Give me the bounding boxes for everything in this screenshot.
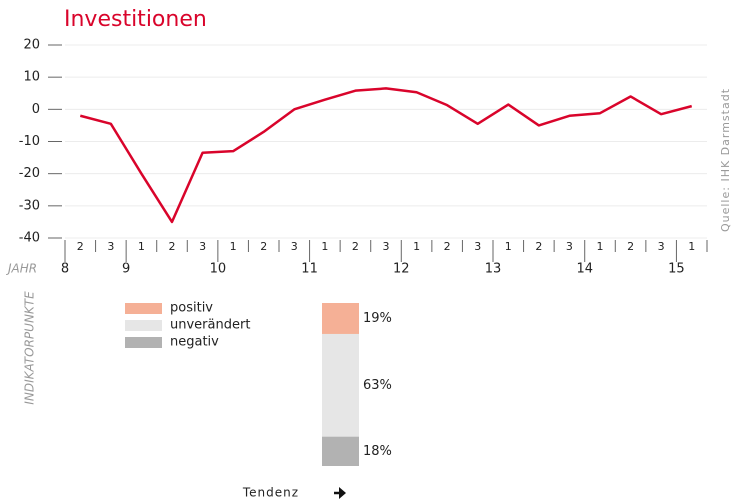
value-label: 63% [363,378,392,393]
line-series [79,87,693,224]
x-axis-label: JAHR [6,262,37,276]
y-tick-label: 10 [23,70,40,85]
x-tick-label: 3 [383,240,390,253]
year-label: 14 [576,262,593,277]
y-axis-label: INDIKATORPUNKTE [23,291,37,405]
bar-segment [322,436,359,466]
value-label: 18% [363,444,392,459]
x-tick-label: 2 [352,240,359,253]
legend-label: unverändert [170,318,250,333]
x-tick-label: 3 [107,240,114,253]
y-tick-label: -40 [19,231,40,246]
x-tick-label: 2 [627,240,634,253]
x-tick-label: 3 [474,240,481,253]
bar-segment [322,303,359,334]
year-label: 8 [61,262,69,277]
y-tick-label: -20 [19,166,40,181]
legend-label: positiv [170,301,213,316]
x-tick-label: 3 [658,240,665,253]
x-tick-label: 1 [688,240,695,253]
chart-title: Investitionen [64,7,207,32]
x-tick-label: 2 [444,240,451,253]
x-tick-label: 1 [597,240,604,253]
x-tick-label: 2 [77,240,84,253]
year-label: 11 [301,262,318,277]
legend-label: negativ [170,335,219,350]
legend-swatch [125,320,162,331]
x-tick-label: 3 [566,240,573,253]
x-tick-label: 1 [230,240,237,253]
year-label: 13 [485,262,502,277]
value-label: 19% [363,311,392,326]
year-label: 15 [668,262,685,277]
x-tick-label: 2 [260,240,267,253]
x-tick-label: 3 [291,240,298,253]
legend-swatch [125,337,162,348]
year-label: 12 [393,262,410,277]
x-tick-label: 1 [321,240,328,253]
y-tick-label: 0 [32,102,40,117]
y-tick-label: -30 [19,198,40,213]
arrow-icon [334,487,346,499]
x-tick-label: 1 [413,240,420,253]
source: Quelle: IHK Darmstadt [719,88,732,232]
x-tick-label: 1 [505,240,512,253]
bar-segment [322,333,359,437]
year-label: 9 [122,262,130,277]
y-tick-label: 20 [23,38,40,53]
year-label: 10 [210,262,227,277]
x-tick-label: 1 [138,240,145,253]
x-tick-label: 2 [535,240,542,253]
category-label: Tendenz [242,486,299,500]
x-tick-label: 2 [169,240,176,253]
legend-swatch [125,303,162,314]
y-tick-label: -10 [19,134,40,149]
x-tick-label: 3 [199,240,206,253]
